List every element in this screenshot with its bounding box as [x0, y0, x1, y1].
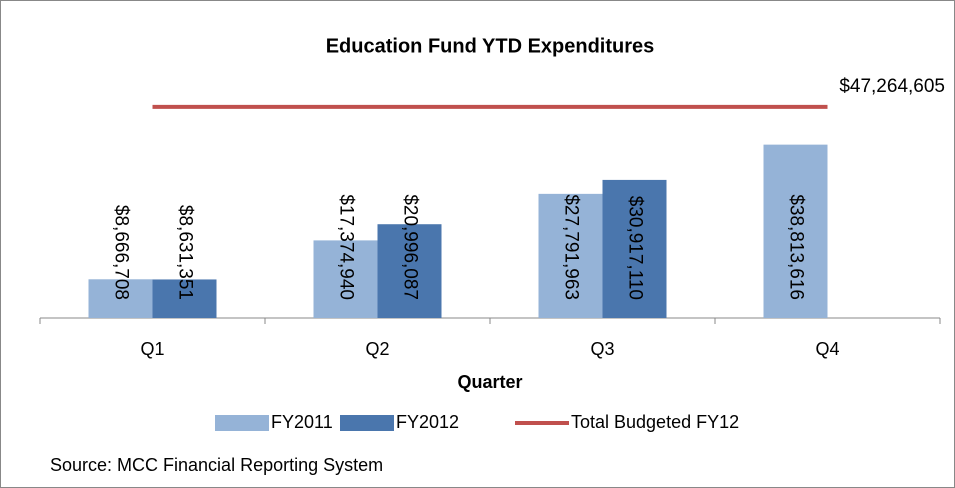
bar: [377, 224, 442, 318]
value-label: $17,374,940: [335, 194, 356, 300]
x-tick-label: Q2: [365, 339, 389, 359]
value-label: $27,791,963: [560, 194, 581, 300]
legend-swatch: [340, 415, 394, 431]
legend-label: Total Budgeted FY12: [571, 412, 739, 432]
bar: [602, 179, 667, 318]
bar: [152, 279, 217, 318]
x-tick-label: Q1: [140, 339, 164, 359]
x-tick-label: Q4: [815, 339, 839, 359]
legend-label: FY2012: [396, 412, 459, 432]
source-note: Source: MCC Financial Reporting System: [50, 455, 383, 475]
value-label: $8,631,351: [174, 205, 195, 300]
bar: [763, 144, 828, 318]
value-label: $47,264,605: [839, 76, 945, 97]
bar: [313, 240, 378, 318]
bar: [88, 279, 153, 318]
x-axis-title: Quarter: [457, 372, 522, 392]
chart-title: Education Fund YTD Expenditures: [326, 35, 655, 57]
value-label: $20,996,087: [399, 194, 420, 300]
x-tick-label: Q3: [590, 339, 614, 359]
legend-label: FY2011: [271, 412, 333, 432]
value-label: $38,813,616: [785, 194, 806, 300]
legend-swatch: [215, 415, 269, 431]
value-label: $8,666,708: [110, 205, 131, 300]
value-label: $30,917,110: [624, 196, 645, 300]
bar: [538, 193, 603, 318]
